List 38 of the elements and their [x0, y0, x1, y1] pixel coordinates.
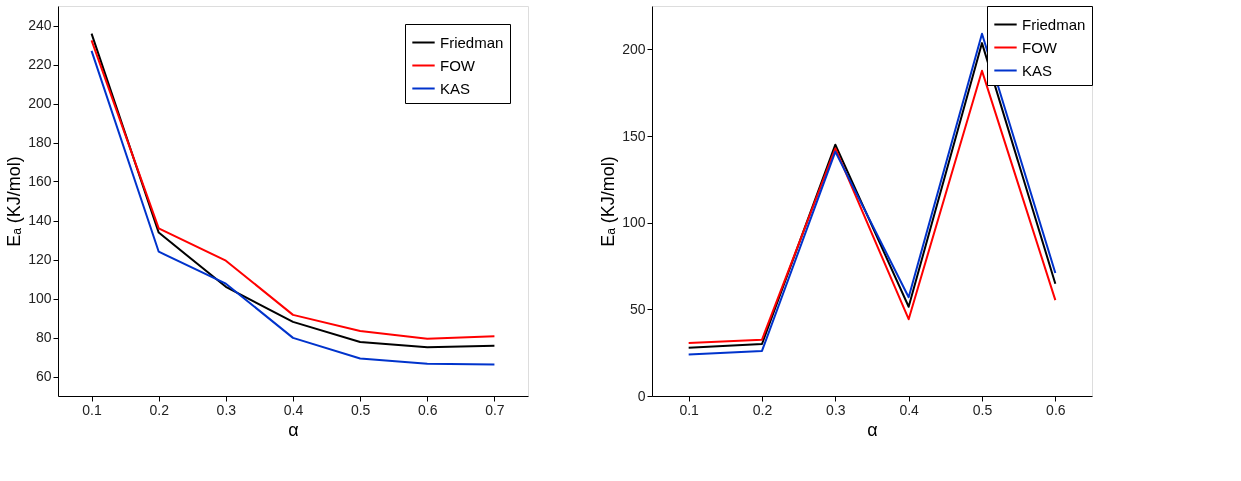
y-tick-label: 80: [35, 329, 52, 345]
y-tick-label: 120: [28, 251, 52, 267]
legend-label: FOW: [440, 56, 476, 74]
legend-label: KAS: [440, 79, 471, 97]
y-tick-label: 200: [28, 95, 52, 111]
legend-label: KAS: [1022, 61, 1053, 79]
x-tick-label: 0.1: [82, 401, 103, 418]
y-axis-title: Eₐ (KJ/mol): [598, 156, 619, 247]
x-tick-label: 0.3: [216, 401, 237, 418]
x-tick-label: 0.2: [752, 401, 773, 418]
x-axis-title: α: [288, 419, 299, 440]
x-tick-label: 0.6: [418, 401, 438, 418]
legend-label: FOW: [1022, 38, 1058, 56]
y-tick-label: 0: [637, 387, 646, 404]
y-axis-title: Eₐ (KJ/mol): [4, 156, 25, 247]
x-tick-label: 0.2: [149, 401, 170, 418]
legend-label: Friedman: [440, 33, 504, 51]
x-tick-label: 0.7: [485, 401, 505, 418]
x-tick-label: 0.6: [1046, 401, 1066, 418]
x-axis-title: α: [867, 419, 878, 440]
y-tick-label: 200: [622, 40, 646, 57]
y-tick-label: 220: [28, 56, 52, 72]
y-tick-label: 100: [28, 290, 52, 306]
y-tick-label: 140: [28, 212, 52, 228]
y-tick-label: 60: [35, 368, 52, 384]
x-tick-label: 0.1: [679, 401, 700, 418]
x-tick-label: 0.3: [826, 401, 846, 418]
y-tick-label: 180: [28, 134, 52, 150]
x-tick-label: 0.5: [350, 401, 371, 418]
x-tick-label: 0.5: [972, 401, 993, 418]
y-tick-label: 100: [622, 214, 646, 231]
legend-label: Friedman: [1022, 15, 1086, 33]
y-tick-label: 150: [622, 127, 646, 144]
x-tick-label: 0.4: [283, 401, 304, 418]
y-tick-label: 160: [28, 173, 52, 189]
x-tick-label: 0.4: [899, 401, 920, 418]
y-tick-label: 50: [629, 300, 646, 317]
y-tick-label: 240: [28, 17, 52, 33]
